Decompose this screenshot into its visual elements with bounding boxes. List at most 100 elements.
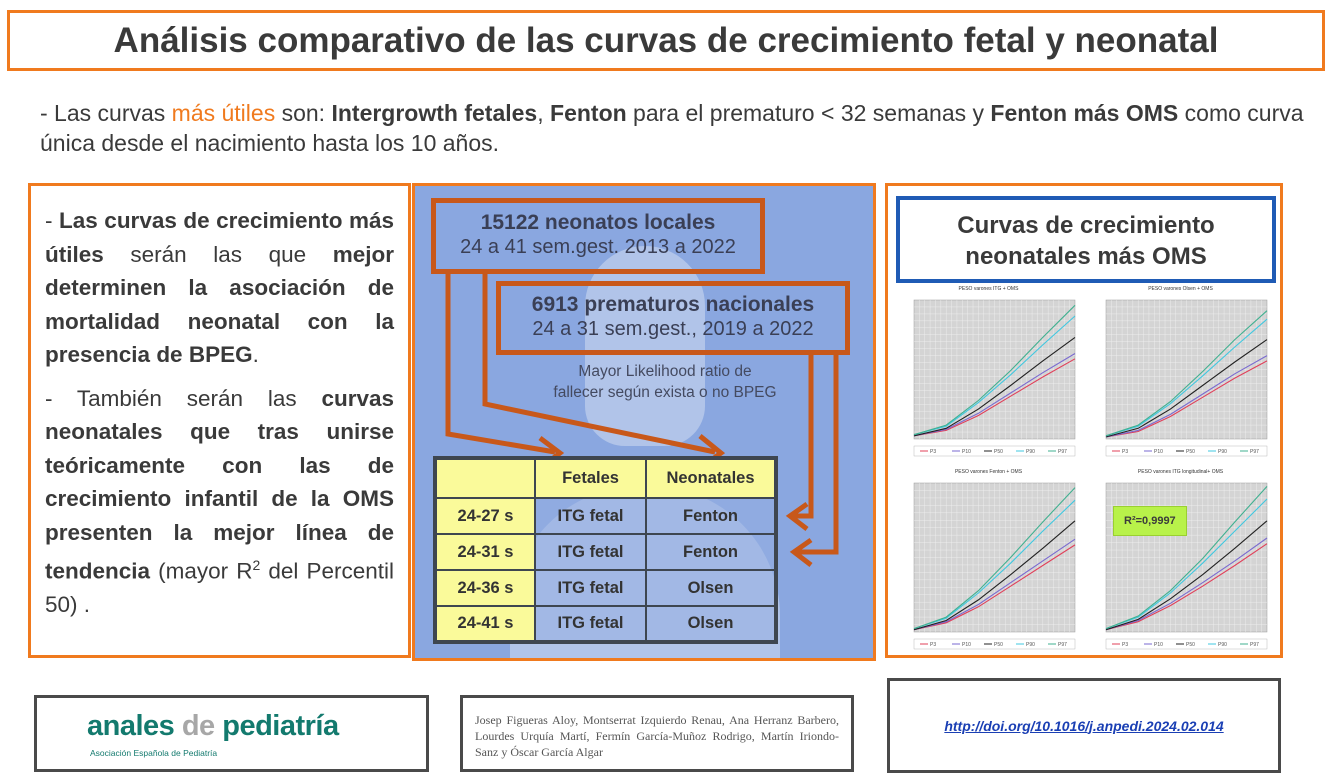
chart-itg: PESO varones ITG + OMS P3 P10 P50 P90 P97 xyxy=(896,286,1081,466)
series-line-p50 xyxy=(1105,520,1268,631)
arrow-line xyxy=(793,351,814,519)
legend-label: P3 xyxy=(1122,449,1128,455)
series-line-p10 xyxy=(1105,355,1268,438)
legend-label: P97 xyxy=(1058,449,1067,455)
header-cell xyxy=(434,457,536,499)
cell: 24-31 s xyxy=(434,533,536,571)
series-line-p90 xyxy=(1105,498,1268,630)
legend-label: P10 xyxy=(962,642,971,648)
text: - También serán las xyxy=(45,385,322,411)
chart-title: PESO varones Fenton + OMS xyxy=(954,469,1023,475)
legend-label: P97 xyxy=(1250,642,1259,648)
text: del Percentil 50) . xyxy=(45,558,394,618)
text-bold: curvas neonatales que tras unirse teóric… xyxy=(45,385,394,584)
legend xyxy=(913,445,1076,457)
cell: ITG fetal xyxy=(534,569,647,607)
series-line-p10 xyxy=(913,538,1076,631)
cell: Olsen xyxy=(645,569,777,607)
series-line-p10 xyxy=(1105,537,1268,631)
results-box: Curvas de crecimiento neonatales más OMS … xyxy=(885,183,1283,658)
legend-label: P90 xyxy=(1026,449,1035,455)
logo-text: anales xyxy=(87,710,182,742)
cell: ITG fetal xyxy=(534,533,647,571)
legend xyxy=(1105,638,1268,650)
intro-text: - Las curvas más útiles son: Intergrowth… xyxy=(40,98,1310,158)
legend-label: P90 xyxy=(1026,642,1035,648)
legend-label: P90 xyxy=(1218,642,1227,648)
series-line-p90 xyxy=(913,315,1076,436)
text: (mayor R xyxy=(150,558,253,584)
conclusion-2: - También serán las curvas neonatales qu… xyxy=(45,382,394,622)
chart-title: PESO varones ITG + OMS xyxy=(958,286,1019,292)
logo-text: de xyxy=(181,710,215,742)
cell: ITG fetal xyxy=(534,497,647,535)
cell: Fenton xyxy=(645,533,777,571)
legend-label: P10 xyxy=(1154,449,1163,455)
series-line-p97 xyxy=(913,487,1076,630)
doi-box: http://doi.org/10.1016/j.anpedi.2024.02.… xyxy=(887,678,1281,773)
chart-fenton: PESO varones Fenton + OMS P3 P10 P50 P90 P97 xyxy=(896,469,1081,650)
cell: ITG fetal xyxy=(534,605,647,643)
silhouette-head xyxy=(585,246,705,446)
legend-label: P50 xyxy=(1186,449,1195,455)
chart-olsen: PESO varones Olsen + OMS P3 P10 P50 P90 P97 xyxy=(1088,286,1273,466)
box-title: 15122 neonatos locales xyxy=(480,211,716,234)
results-title: Curvas de crecimiento neonatales más OMS xyxy=(896,196,1276,283)
arrowhead xyxy=(785,501,809,531)
text-bold: mejor determinen la asociación de mortal… xyxy=(45,241,394,368)
series-line-p90 xyxy=(913,499,1076,630)
legend-label: P10 xyxy=(962,449,971,455)
logo-subtitle: Asociación Española de Pediatría xyxy=(90,748,218,758)
legend-label: P3 xyxy=(1122,642,1128,648)
national-preterm-box: 6913 prematuros nacionales 24 a 31 sem.g… xyxy=(496,281,850,355)
arrow-line xyxy=(445,271,556,455)
chart-itg-longitudinal: PESO varones ITG longitudinal+ OMS P3 P10 P… xyxy=(1088,469,1273,650)
legend-label: P50 xyxy=(1186,642,1195,648)
table-row: 24-36 s ITG fetal Olsen xyxy=(434,569,777,607)
text-line: Mayor Likelihood ratio de xyxy=(578,363,752,380)
cell: Fenton xyxy=(645,497,777,535)
legend-label: P3 xyxy=(930,449,936,455)
authors-box: Josep Figueras Aloy, Montserrat Izquierd… xyxy=(460,695,854,772)
table-row: 24-27 s ITG fetal Fenton xyxy=(434,497,777,535)
legend-label: P90 xyxy=(1218,449,1227,455)
title-line: neonatales más OMS xyxy=(965,243,1207,270)
box-subtitle: 24 a 31 sem.gest., 2019 a 2022 xyxy=(532,318,814,340)
legend-label: P3 xyxy=(930,642,936,648)
intro-part: , xyxy=(537,100,551,126)
conclusion-1: - Las curvas de crecimiento más útiles s… xyxy=(45,204,394,372)
text: . xyxy=(252,342,259,367)
cell: 24-36 s xyxy=(434,569,536,607)
intro-part: - Las curvas xyxy=(40,100,172,126)
doi-link[interactable]: http://doi.org/10.1016/j.anpedi.2024.02.… xyxy=(944,717,1224,734)
series-line-p3 xyxy=(913,358,1076,437)
legend-label: P50 xyxy=(994,449,1003,455)
r2-badge: R²=0,9997 xyxy=(1113,506,1187,536)
cell: 24-41 s xyxy=(434,605,536,643)
legend-label: P10 xyxy=(1154,642,1163,648)
title-box: Análisis comparativo de las curvas de cr… xyxy=(7,10,1325,71)
legend-label: P97 xyxy=(1058,642,1067,648)
methods-panel: 15122 neonatos locales 24 a 41 sem.gest.… xyxy=(412,183,876,661)
series-line-p3 xyxy=(1105,543,1268,631)
chart-title: PESO varones ITG longitudinal+ OMS xyxy=(1137,469,1224,475)
series-line-p90 xyxy=(1105,318,1268,437)
legend xyxy=(1105,445,1268,457)
intro-bold: Fenton xyxy=(550,100,627,126)
series-line-p50 xyxy=(913,520,1076,631)
logo-text: pediatría xyxy=(214,710,339,742)
local-neonates-box: 15122 neonatos locales 24 a 41 sem.gest.… xyxy=(431,198,765,274)
arrowhead xyxy=(789,537,813,567)
legend-label: P97 xyxy=(1250,449,1259,455)
legend xyxy=(913,638,1076,650)
curves-table: Fetales Neonatales 24-27 s ITG fetal Fento… xyxy=(433,456,778,644)
intro-part: como curva única desde el nacimiento has… xyxy=(40,100,1304,156)
conclusions-box: - Las curvas de crecimiento más útiles s… xyxy=(28,183,411,658)
series-line-p97 xyxy=(1105,310,1268,437)
likelihood-text: Mayor Likelihood ratio de fallecer según … xyxy=(525,361,805,403)
chart-title: PESO varones Olsen + OMS xyxy=(1148,286,1213,292)
series-line-p97 xyxy=(913,304,1076,436)
series-line-p10 xyxy=(913,353,1076,437)
series-line-p50 xyxy=(1105,339,1268,438)
table-row: 24-31 s ITG fetal Fenton xyxy=(434,533,777,571)
